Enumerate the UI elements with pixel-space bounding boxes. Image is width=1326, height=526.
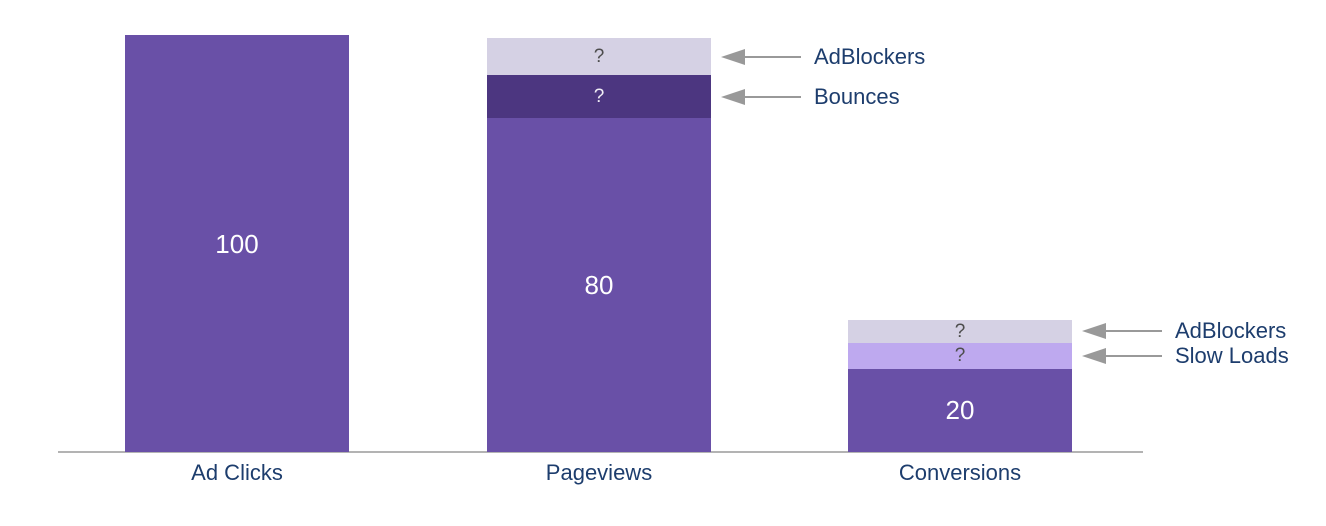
category-label-ad-clicks: Ad Clicks — [191, 460, 283, 485]
bar-segment-bounces-unknown: ? — [487, 75, 711, 119]
bar-segment-ad-clicks-total: 100 — [125, 35, 349, 452]
arrow-line — [1106, 354, 1162, 357]
annotation-bounces-unknown: Bounces — [721, 84, 900, 110]
arrow-left-icon — [721, 48, 745, 65]
arrow-left-icon — [721, 88, 745, 105]
bar-segment-conversions-known: 20 — [848, 368, 1072, 452]
annotation-label: Slow Loads — [1175, 342, 1289, 368]
category-label-conversions: Conversions — [898, 460, 1022, 485]
annotation-label: AdBlockers — [1175, 318, 1287, 344]
segment-value-label: 80 — [584, 270, 614, 301]
bar-segment-adblockers-unknown-conversions: ? — [848, 319, 1072, 343]
bar-segment-slow-loads-unknown: ? — [848, 342, 1072, 369]
segment-value-label: ? — [954, 345, 966, 367]
category-label-pageviews: Pageviews — [545, 460, 653, 485]
arrow-left-icon — [1082, 347, 1106, 364]
annotation-adblockers-unknown-conversions: AdBlockers — [1082, 318, 1286, 344]
arrow-line — [1106, 330, 1162, 333]
segment-value-label: ? — [593, 46, 605, 68]
bar-segment-pageviews-known: 80 — [487, 118, 711, 452]
annotation-slow-loads-unknown: Slow Loads — [1082, 343, 1289, 369]
segment-value-label: ? — [593, 86, 605, 108]
bar-segment-adblockers-unknown-pageviews: ? — [487, 38, 711, 76]
arrow-line — [745, 55, 801, 58]
arrow-line — [745, 95, 801, 98]
x-axis-line — [58, 451, 1143, 453]
annotation-adblockers-unknown-pageviews: AdBlockers — [721, 44, 925, 70]
segment-value-label: 100 — [215, 228, 259, 259]
arrow-left-icon — [1082, 323, 1106, 340]
annotation-label: Bounces — [814, 83, 900, 109]
segment-value-label: 20 — [945, 395, 975, 426]
segment-value-label: ? — [954, 320, 966, 342]
annotation-label: AdBlockers — [814, 43, 926, 69]
